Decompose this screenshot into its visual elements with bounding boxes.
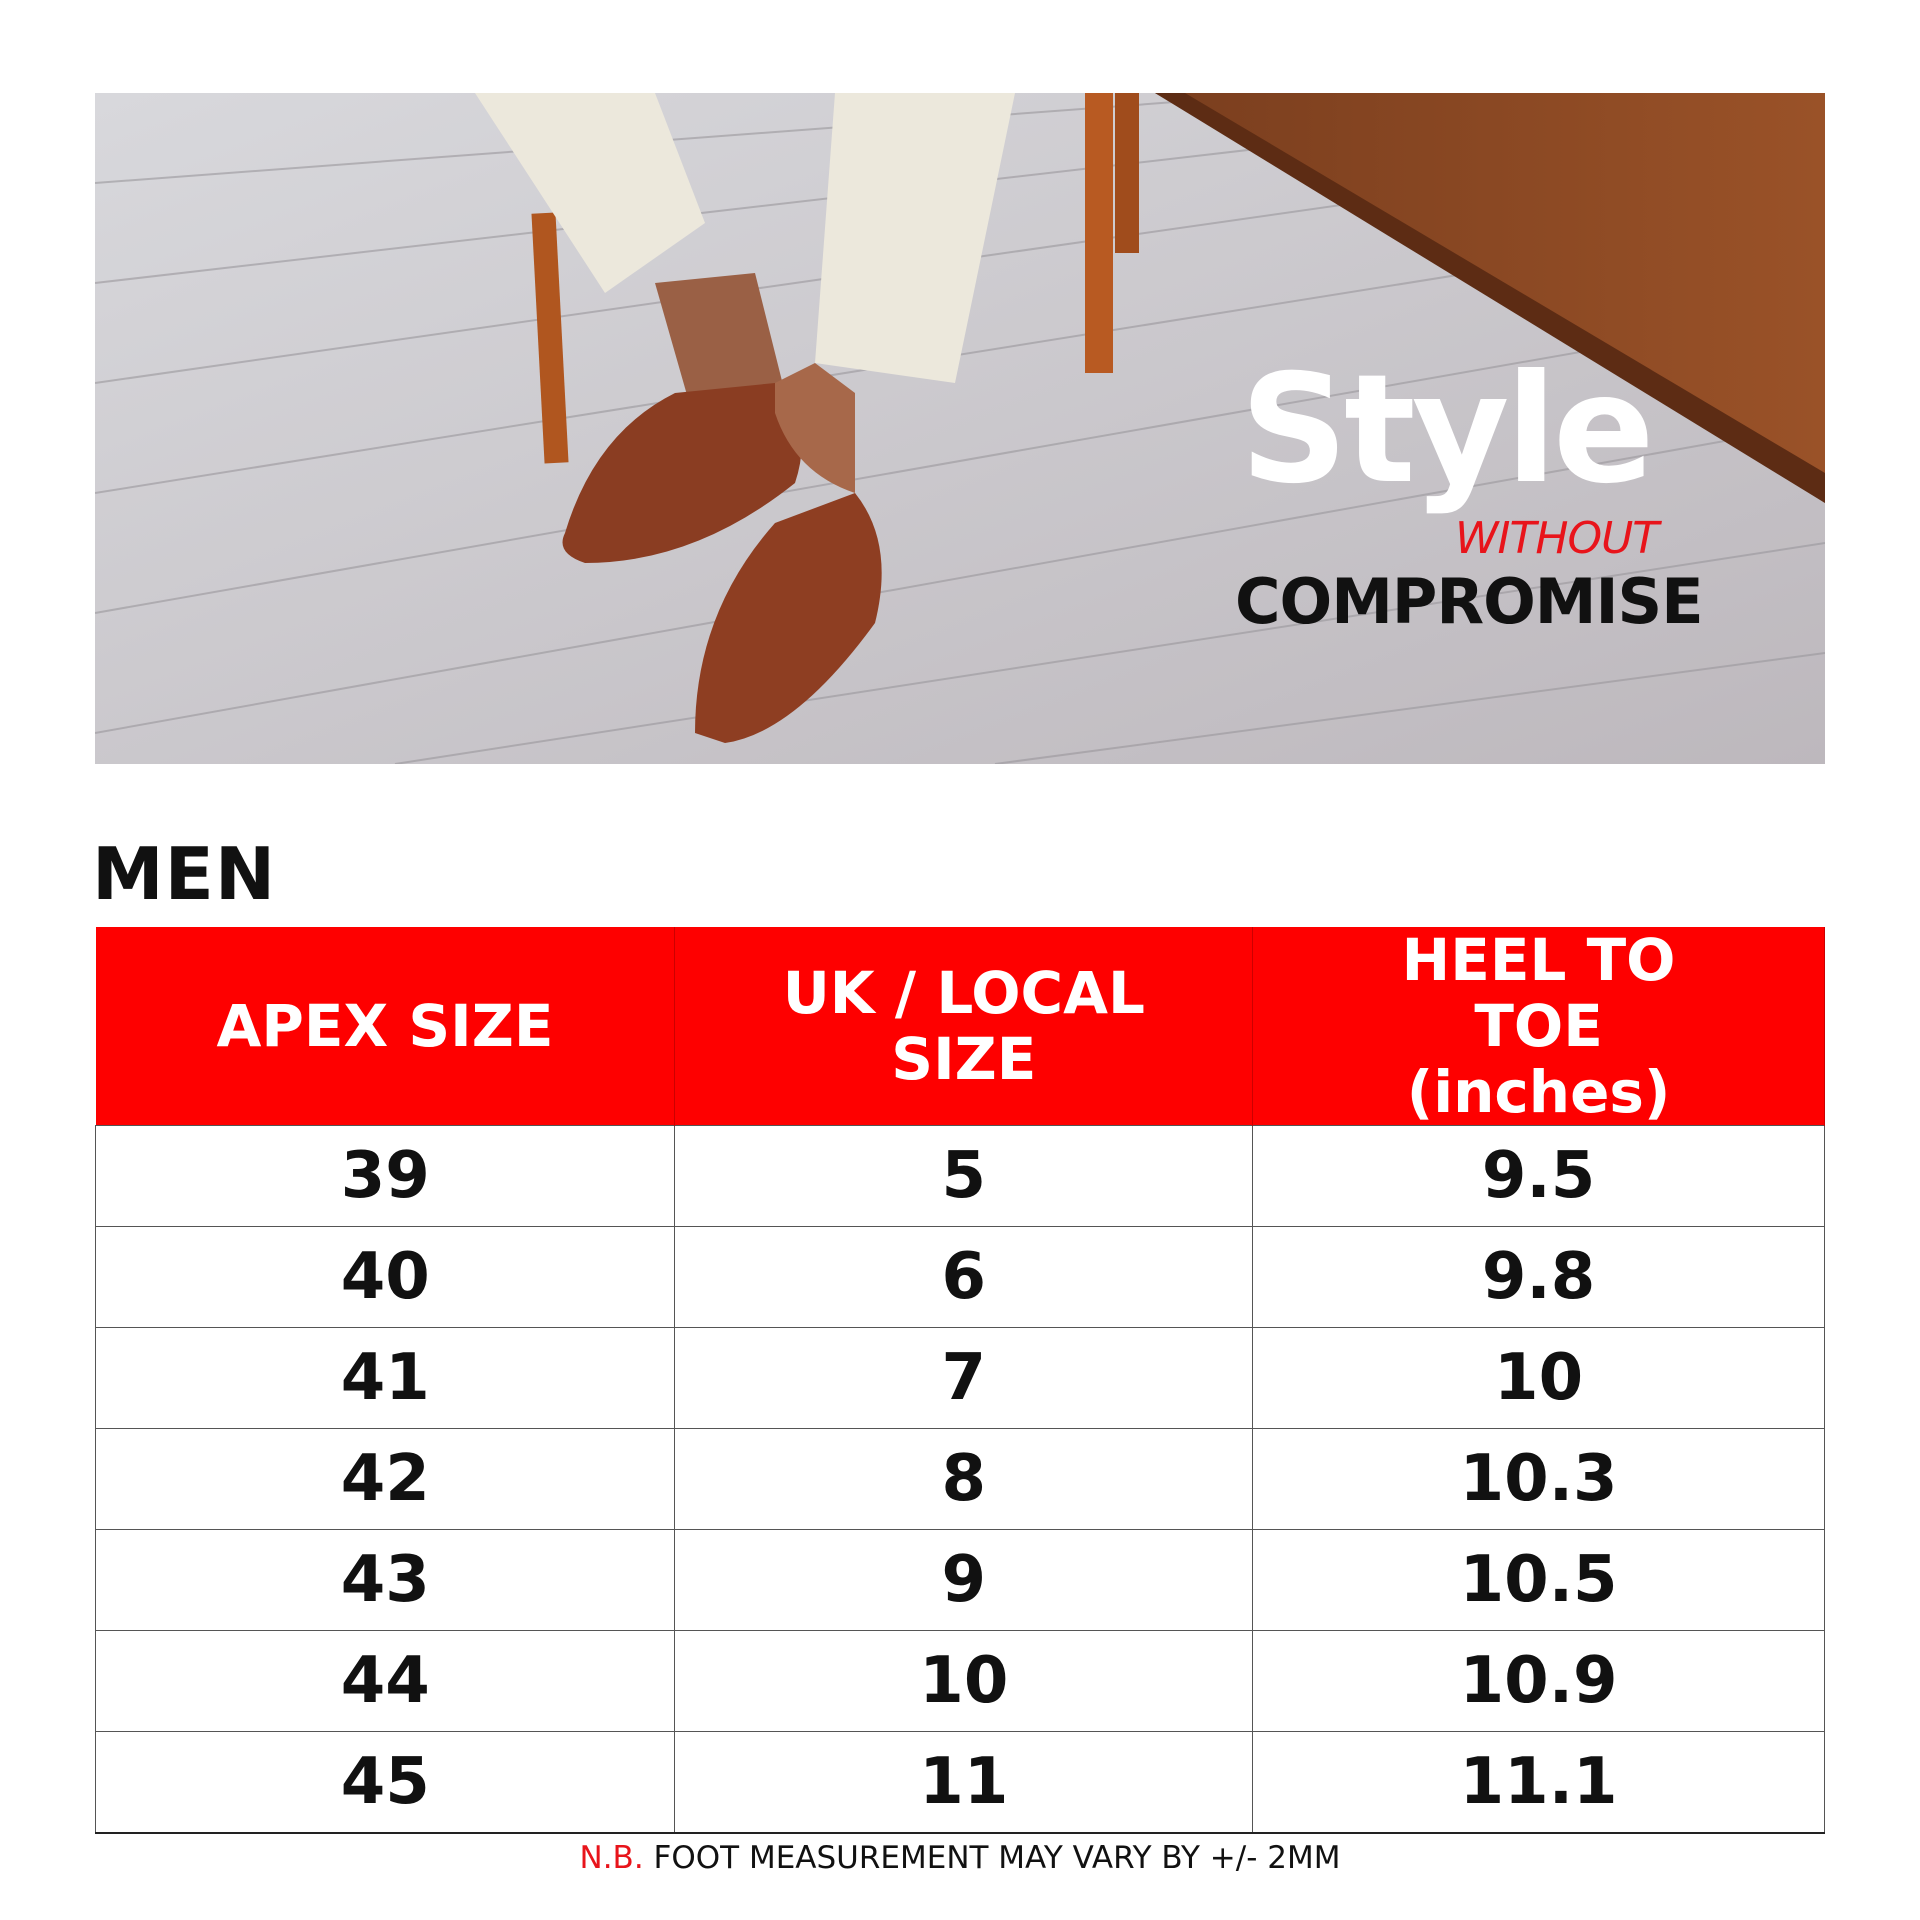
apex-size-cell: 44 [94, 1630, 676, 1732]
table-row: 41 7 10 [94, 1327, 1825, 1429]
heel-to-toe-cell: 10 [1252, 1327, 1825, 1429]
table-row: 44 10 10.9 [94, 1630, 1825, 1732]
uk-size-cell: 5 [674, 1125, 1254, 1227]
shoes-photo [95, 93, 1825, 764]
tagline-style: Style [1240, 343, 1655, 517]
footnote: N.B. FOOT MEASUREMENT MAY VARY BY +/- 2M… [0, 1840, 1920, 1876]
tagline-without: WITHOUT [1455, 513, 1659, 564]
header-heel-to-toe: HEEL TO TOE (inches) [1252, 927, 1825, 1126]
tagline-compromise: COMPROMISE [1235, 565, 1704, 638]
uk-size-cell: 9 [674, 1529, 1254, 1631]
apex-size-cell: 42 [94, 1428, 676, 1530]
heel-to-toe-cell: 10.3 [1252, 1428, 1825, 1530]
uk-size-cell: 6 [674, 1226, 1254, 1328]
apex-size-cell: 40 [94, 1226, 676, 1328]
table-row: 43 9 10.5 [94, 1529, 1825, 1631]
apex-size-cell: 39 [94, 1125, 676, 1227]
table-header-row: APEX SIZE UK / LOCAL SIZE HEEL TO TOE (i… [95, 927, 1825, 1126]
heel-to-toe-cell: 11.1 [1252, 1731, 1825, 1834]
heel-to-toe-cell: 10.9 [1252, 1630, 1825, 1732]
heel-to-toe-cell: 9.8 [1252, 1226, 1825, 1328]
heel-to-toe-cell: 9.5 [1252, 1125, 1825, 1227]
apex-size-cell: 45 [94, 1731, 676, 1834]
table-row: 39 5 9.5 [94, 1125, 1825, 1227]
uk-size-cell: 7 [674, 1327, 1254, 1429]
uk-size-cell: 10 [674, 1630, 1254, 1732]
table-row: 45 11 11.1 [94, 1731, 1825, 1834]
table-row: 40 6 9.8 [94, 1226, 1825, 1328]
heel-to-toe-cell: 10.5 [1252, 1529, 1825, 1631]
section-title: MEN [92, 832, 277, 916]
apex-size-cell: 43 [94, 1529, 676, 1631]
header-uk-size: UK / LOCAL SIZE [674, 927, 1254, 1126]
apex-size-cell: 41 [94, 1327, 676, 1429]
size-chart-table: APEX SIZE UK / LOCAL SIZE HEEL TO TOE (i… [94, 927, 1825, 1834]
hero-banner-photo: Style WITHOUT COMPROMISE [95, 93, 1825, 764]
header-apex-size: APEX SIZE [95, 927, 676, 1126]
table-row: 42 8 10.3 [94, 1428, 1825, 1530]
footnote-text: FOOT MEASUREMENT MAY VARY BY +/- 2MM [643, 1840, 1341, 1876]
footnote-prefix: N.B. [579, 1840, 644, 1876]
uk-size-cell: 8 [674, 1428, 1254, 1530]
uk-size-cell: 11 [674, 1731, 1254, 1834]
